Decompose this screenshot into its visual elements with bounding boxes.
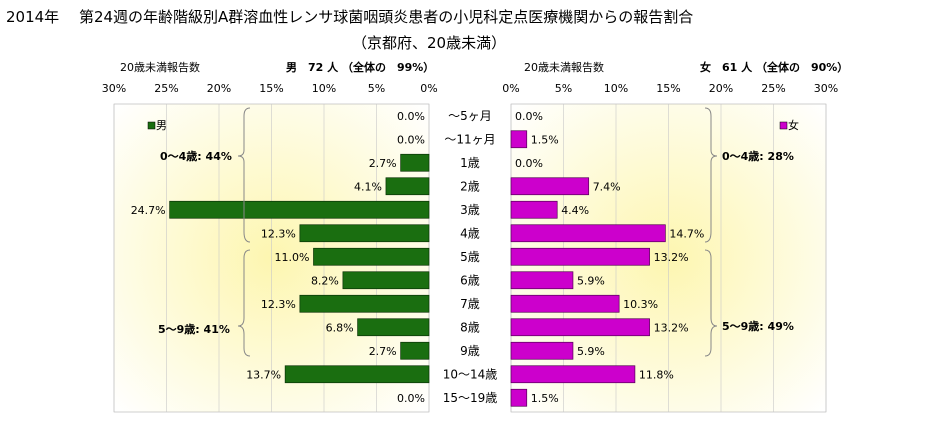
- male-data-label: 6.8%: [326, 321, 354, 334]
- male-bar: [400, 153, 430, 172]
- age-category-label: ～11ヶ月: [444, 132, 495, 146]
- male-data-label: 13.7%: [246, 368, 281, 381]
- male-bar: [169, 200, 430, 219]
- female-bar: [510, 365, 636, 384]
- age-category-label: 3歳: [460, 203, 480, 217]
- left-x-tick-label: 20%: [207, 82, 231, 95]
- legend-male-label: 男: [156, 119, 167, 132]
- male-bar: [299, 294, 430, 313]
- chart-subtitle: （京都府、20歳未満）: [352, 34, 507, 52]
- left-x-tick-label: 25%: [154, 82, 178, 95]
- female-bar: [510, 341, 574, 360]
- female-data-label: 13.2%: [654, 321, 689, 334]
- male-5-9-annotation: 5～9歳: 41%: [158, 322, 230, 336]
- left-count-label: 20歳未満報告数: [120, 61, 200, 74]
- age-category-label: 7歳: [460, 297, 480, 311]
- female-data-label: 7.4%: [593, 180, 621, 193]
- right-x-tick-label: 25%: [761, 82, 785, 95]
- male-bar: [299, 224, 430, 243]
- right-x-tick-label: 5%: [555, 82, 572, 95]
- male-summary: 男 72 人 （全体の 99%）: [286, 60, 434, 74]
- right-x-tick-label: 10%: [604, 82, 628, 95]
- female-data-label: 1.5%: [531, 392, 559, 405]
- chart-title: 2014年 第24週の年齢階級別A群溶血性レンサ球菌咽頭炎患者の小児科定点医療機…: [6, 8, 694, 26]
- female-data-label: 5.9%: [577, 345, 605, 358]
- male-bar: [385, 177, 430, 196]
- left-x-tick-label: 30%: [102, 82, 126, 95]
- female-summary: 女 61 人 （全体の 90%）: [700, 60, 848, 74]
- female-data-label: 13.2%: [654, 251, 689, 264]
- female-0-4-bracket: [704, 107, 718, 243]
- left-x-tick-label: 10%: [312, 82, 336, 95]
- age-category-label: 9歳: [460, 344, 480, 358]
- female-bar: [510, 388, 528, 407]
- right-count-label: 20歳未満報告数: [524, 61, 604, 74]
- male-bar: [357, 318, 430, 337]
- male-data-label: 2.7%: [369, 345, 397, 358]
- age-category-label: 8歳: [460, 320, 480, 334]
- female-5-9-bracket: [704, 249, 718, 357]
- male-data-label: 12.3%: [261, 227, 296, 240]
- age-category-label: 15～19歳: [443, 391, 498, 405]
- female-0-4-annotation: 0～4歳: 28%: [722, 149, 794, 163]
- age-category-label: 2歳: [460, 179, 480, 193]
- female-data-label: 0.0%: [515, 157, 543, 170]
- left-x-tick-label: 5%: [368, 82, 385, 95]
- male-data-label: 2.7%: [369, 157, 397, 170]
- male-data-label: 4.1%: [354, 180, 382, 193]
- female-data-label: 11.8%: [639, 368, 674, 381]
- female-bar: [510, 224, 666, 243]
- male-data-label: 24.7%: [131, 204, 166, 217]
- female-bar: [510, 130, 528, 149]
- age-category-label: 4歳: [460, 226, 480, 240]
- male-data-label: 12.3%: [261, 298, 296, 311]
- female-bar: [510, 318, 650, 337]
- legend-female-label: 女: [788, 118, 799, 132]
- age-category-label: ～5ヶ月: [448, 109, 492, 123]
- age-category-label: 5歳: [460, 250, 480, 264]
- female-data-label: 4.4%: [561, 204, 589, 217]
- male-bar: [313, 247, 430, 266]
- age-category-label: 10～14歳: [443, 367, 498, 381]
- female-data-label: 5.9%: [577, 274, 605, 287]
- female-data-label: 0.0%: [515, 110, 543, 123]
- male-bar: [284, 365, 430, 384]
- female-5-9-annotation: 5～9歳: 49%: [722, 319, 794, 333]
- right-x-axis: 0% 5% 10% 15% 20% 25% 30%: [502, 82, 838, 95]
- male-data-label: 8.2%: [311, 274, 339, 287]
- age-category-labels: ～5ヶ月 ～11ヶ月 1歳 2歳 3歳 4歳 5歳 6歳 7歳 8歳 9歳 10～14歳 15～19歳: [443, 109, 498, 405]
- legend-male-swatch: [147, 121, 156, 130]
- male-bar: [342, 271, 430, 290]
- male-data-label: 0.0%: [397, 392, 425, 405]
- male-bar: [400, 341, 430, 360]
- female-bar: [510, 271, 574, 290]
- male-0-4-annotation: 0～4歳: 44%: [160, 149, 232, 163]
- right-x-tick-label: 0%: [502, 82, 519, 95]
- age-category-label: 6歳: [460, 273, 480, 287]
- left-x-tick-label: 15%: [259, 82, 283, 95]
- female-data-label: 1.5%: [531, 133, 559, 146]
- female-bar: [510, 200, 558, 219]
- male-5-9-bracket: [237, 249, 251, 357]
- male-0-4-bracket: [237, 107, 251, 243]
- male-data-label: 0.0%: [397, 110, 425, 123]
- left-x-axis: 30% 25% 20% 15% 10% 5% 0%: [102, 82, 438, 95]
- left-x-tick-label: 0%: [420, 82, 437, 95]
- male-data-label: 11.0%: [275, 251, 310, 264]
- female-bar: [510, 294, 620, 313]
- female-bar: [510, 177, 590, 196]
- right-x-tick-label: 20%: [709, 82, 733, 95]
- female-data-label: 10.3%: [623, 298, 658, 311]
- female-bars: 0.0% 1.5% 0.0% 7.4% 4.4% 14.7% 13.2% 5.9% 10.3% 1…: [510, 110, 704, 407]
- legend-female-swatch: [779, 121, 788, 130]
- right-x-tick-label: 30%: [814, 82, 838, 95]
- male-bars: 0.0%0.0%2.7%4.1%24.7%12.3%11.0%8.2%12.3%…: [131, 110, 430, 405]
- age-category-label: 1歳: [460, 156, 480, 170]
- male-data-label: 0.0%: [397, 133, 425, 146]
- right-x-tick-label: 15%: [656, 82, 680, 95]
- female-bar: [510, 247, 650, 266]
- female-data-label: 14.7%: [669, 227, 704, 240]
